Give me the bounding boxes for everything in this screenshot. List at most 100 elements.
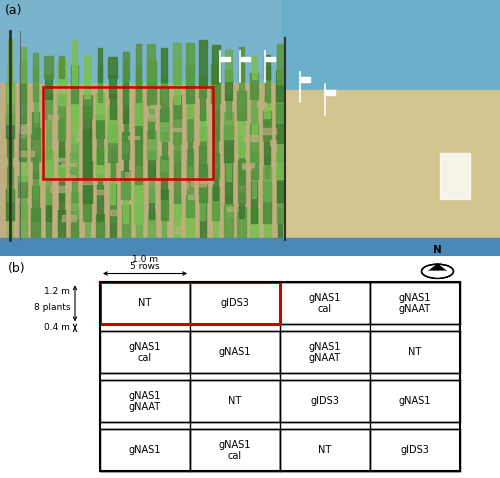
Bar	[0, 64, 500, 256]
Bar	[84, 129, 91, 161]
Bar	[84, 55, 90, 79]
Bar	[0, 0, 280, 82]
Bar	[174, 131, 180, 159]
Bar	[188, 119, 192, 164]
Bar	[128, 136, 138, 139]
Bar	[212, 187, 220, 220]
Text: gIDS3: gIDS3	[310, 396, 340, 406]
Bar	[148, 89, 154, 120]
Bar	[8, 140, 12, 184]
Bar	[126, 172, 132, 176]
Bar	[96, 93, 104, 119]
Text: (b): (b)	[8, 262, 25, 275]
Bar	[46, 159, 51, 204]
Bar	[96, 214, 104, 237]
Bar	[134, 101, 142, 144]
Bar	[94, 190, 109, 194]
Bar	[20, 127, 26, 161]
Bar	[136, 119, 141, 164]
Bar	[264, 96, 270, 118]
Bar	[108, 106, 117, 141]
Bar	[173, 43, 182, 84]
Bar	[226, 148, 231, 181]
Bar	[225, 70, 232, 100]
Bar	[58, 96, 65, 118]
Bar	[8, 39, 12, 86]
Bar	[190, 380, 280, 423]
Bar	[19, 204, 26, 241]
Bar	[32, 112, 39, 139]
Bar	[226, 194, 232, 217]
Bar	[82, 161, 92, 203]
Bar	[18, 127, 30, 133]
Bar	[136, 66, 141, 102]
Bar	[370, 282, 460, 324]
Bar	[96, 115, 104, 138]
Bar	[225, 163, 232, 203]
Bar	[263, 111, 272, 140]
Text: 8 plants: 8 plants	[34, 304, 70, 312]
Bar	[276, 104, 284, 142]
Bar	[370, 429, 460, 471]
Bar	[174, 227, 182, 233]
Polygon shape	[428, 272, 446, 278]
Text: gNAS1
cal: gNAS1 cal	[219, 440, 251, 461]
Bar	[110, 210, 121, 216]
Bar	[110, 210, 116, 239]
Bar	[280, 331, 370, 373]
Bar	[212, 109, 218, 140]
Bar	[237, 207, 246, 240]
Bar	[192, 181, 206, 186]
Bar	[123, 61, 128, 104]
Bar	[148, 116, 154, 138]
Bar	[264, 120, 270, 164]
Bar	[160, 155, 168, 177]
Bar	[174, 162, 180, 203]
Bar	[199, 40, 207, 85]
Bar	[18, 176, 28, 196]
Bar	[20, 151, 34, 156]
Bar	[277, 43, 283, 84]
Bar	[48, 115, 58, 120]
Bar	[224, 112, 233, 139]
Text: 1.2 m: 1.2 m	[44, 287, 70, 295]
Bar	[6, 82, 14, 124]
Bar	[265, 154, 270, 178]
Bar	[32, 185, 40, 221]
Bar	[280, 0, 500, 128]
Bar	[147, 131, 156, 160]
Bar	[370, 331, 460, 373]
Bar	[84, 203, 89, 242]
Bar	[186, 195, 194, 217]
Bar	[278, 164, 282, 202]
Bar	[110, 94, 116, 119]
Bar	[136, 44, 141, 84]
Bar	[325, 90, 335, 95]
Bar	[58, 111, 65, 140]
Text: gNAS1
cal: gNAS1 cal	[129, 342, 161, 363]
Bar	[98, 175, 102, 197]
Bar	[190, 429, 280, 471]
Bar	[100, 429, 190, 471]
Bar	[174, 61, 180, 105]
Bar	[277, 181, 283, 223]
Text: gNAS1
gNAAT: gNAS1 gNAAT	[309, 342, 341, 363]
Text: (a): (a)	[5, 4, 22, 17]
Bar	[136, 204, 141, 241]
Bar	[239, 140, 244, 184]
Text: gNAS1
gNAAT: gNAS1 gNAAT	[399, 293, 431, 314]
Bar	[187, 149, 193, 180]
Bar	[200, 199, 206, 243]
Bar	[174, 207, 180, 240]
Bar	[239, 47, 244, 82]
Bar	[162, 202, 166, 242]
Bar	[276, 70, 283, 100]
Bar	[226, 50, 232, 81]
Bar	[220, 57, 230, 61]
Bar	[58, 167, 64, 201]
Bar	[277, 124, 283, 163]
Bar	[265, 57, 275, 61]
Bar	[124, 108, 128, 141]
Bar	[226, 207, 237, 211]
Bar	[187, 158, 193, 204]
